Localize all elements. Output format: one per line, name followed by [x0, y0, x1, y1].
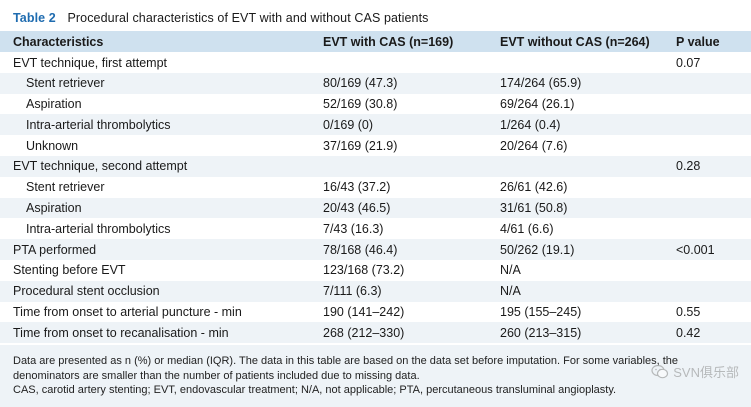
column-header-with-cas: EVT with CAS (n=169): [323, 35, 454, 49]
table-row: Time from onset to arterial puncture - m…: [0, 302, 751, 323]
table-header: Characteristics EVT with CAS (n=169) EVT…: [0, 31, 751, 52]
cell-without-cas: 26/61 (42.6): [500, 180, 568, 195]
row-label: EVT technique, first attempt: [13, 55, 168, 70]
cell-with-cas: 7/43 (16.3): [323, 221, 384, 236]
table-row: Time from onset to recanalisation - min …: [0, 322, 751, 344]
cell-p-value: 0.28: [676, 159, 701, 174]
column-header-characteristics: Characteristics: [13, 35, 104, 49]
cell-with-cas: 190 (141–242): [323, 305, 405, 320]
column-header-p-value: P value: [676, 35, 720, 49]
cell-with-cas: 16/43 (37.2): [323, 180, 391, 195]
table-footnote: Data are presented as n (%) or median (I…: [0, 345, 751, 407]
table-caption: Table 2 Procedural characteristics of EV…: [0, 0, 751, 31]
watermark-text: SVN俱乐部: [673, 365, 739, 380]
cell-p-value: 0.55: [676, 305, 701, 320]
column-header-without-cas: EVT without CAS (n=264): [500, 35, 650, 49]
footnote-line: denominators are smaller than the number…: [13, 369, 420, 382]
table-row: Aspiration 52/169 (30.8) 69/264 (26.1): [0, 94, 751, 115]
row-label: EVT technique, second attempt: [13, 159, 188, 174]
row-label: Aspiration: [26, 97, 82, 112]
footnote-line: CAS, carotid artery stenting; EVT, endov…: [13, 384, 617, 396]
cell-without-cas: 4/61 (6.6): [500, 221, 554, 236]
table-row: Intra-arterial thrombolytics 7/43 (16.3)…: [0, 218, 751, 239]
footnote-line: Data are presented as n (%) or median (I…: [13, 355, 679, 367]
row-label: Time from onset to recanalisation - min: [13, 325, 229, 340]
row-label: Stent retriever: [26, 76, 105, 91]
cell-without-cas: 195 (155–245): [500, 305, 582, 320]
cell-with-cas: 268 (212–330): [323, 325, 405, 340]
table-number: Table 2: [13, 11, 56, 25]
table-row: Stent retriever 16/43 (37.2) 26/61 (42.6…: [0, 177, 751, 198]
table-row: Procedural stent occlusion 7/111 (6.3) N…: [0, 280, 751, 302]
table-row: Stent retriever 80/169 (47.3) 174/264 (6…: [0, 72, 751, 94]
row-label: Intra-arterial thrombolytics: [26, 221, 171, 236]
table-row: Unknown 37/169 (21.9) 20/264 (7.6): [0, 135, 751, 156]
cell-with-cas: 7/111 (6.3): [323, 284, 382, 299]
table-row: EVT technique, first attempt 0.07: [0, 52, 751, 73]
cell-without-cas: 260 (213–315): [500, 325, 582, 340]
cell-p-value: 0.07: [676, 55, 701, 70]
cell-without-cas: N/A: [500, 284, 521, 299]
row-label: Aspiration: [26, 201, 82, 216]
table-row: Stenting before EVT 123/168 (73.2) N/A: [0, 260, 751, 281]
row-label: Procedural stent occlusion: [13, 284, 160, 299]
table-row: PTA performed 78/168 (46.4) 50/262 (19.1…: [0, 239, 751, 260]
cell-with-cas: 52/169 (30.8): [323, 97, 398, 112]
cell-without-cas: 174/264 (65.9): [500, 76, 582, 91]
cell-p-value: <0.001: [676, 242, 715, 257]
cell-with-cas: 37/169 (21.9): [323, 138, 398, 153]
wechat-icon: [651, 364, 669, 378]
table-title: Procedural characteristics of EVT with a…: [67, 11, 429, 25]
row-label: Stenting before EVT: [13, 263, 126, 278]
row-label: Stent retriever: [26, 180, 105, 195]
cell-with-cas: 80/169 (47.3): [323, 76, 398, 91]
table-body: EVT technique, first attempt 0.07 Stent …: [0, 52, 751, 344]
cell-with-cas: 0/169 (0): [323, 117, 374, 132]
cell-without-cas: 50/262 (19.1): [500, 242, 575, 257]
row-label: Intra-arterial thrombolytics: [26, 117, 171, 132]
watermark: SVN俱乐部: [651, 362, 739, 381]
row-label: PTA performed: [13, 242, 97, 257]
cell-with-cas: 123/168 (73.2): [323, 263, 405, 278]
cell-without-cas: 20/264 (7.6): [500, 138, 568, 153]
cell-without-cas: 1/264 (0.4): [500, 117, 561, 132]
row-label: Time from onset to arterial puncture - m…: [13, 305, 242, 320]
cell-without-cas: 69/264 (26.1): [500, 97, 575, 112]
table-row: Aspiration 20/43 (46.5) 31/61 (50.8): [0, 197, 751, 219]
table-row: EVT technique, second attempt 0.28: [0, 155, 751, 177]
cell-p-value: 0.42: [676, 325, 701, 340]
table-row: Intra-arterial thrombolytics 0/169 (0) 1…: [0, 114, 751, 136]
cell-without-cas: 31/61 (50.8): [500, 201, 568, 216]
cell-with-cas: 20/43 (46.5): [323, 201, 391, 216]
row-label: Unknown: [26, 138, 79, 153]
cell-with-cas: 78/168 (46.4): [323, 242, 398, 257]
cell-without-cas: N/A: [500, 263, 521, 278]
